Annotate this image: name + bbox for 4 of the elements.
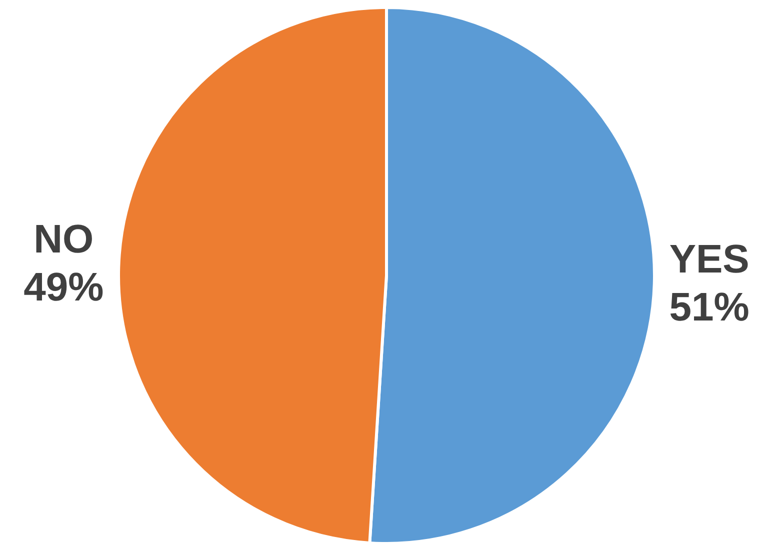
data-label: 51% — [669, 286, 750, 330]
slice-label: NO — [34, 217, 94, 262]
slice-label: YES — [669, 238, 750, 282]
data-label: 49% — [24, 265, 104, 310]
